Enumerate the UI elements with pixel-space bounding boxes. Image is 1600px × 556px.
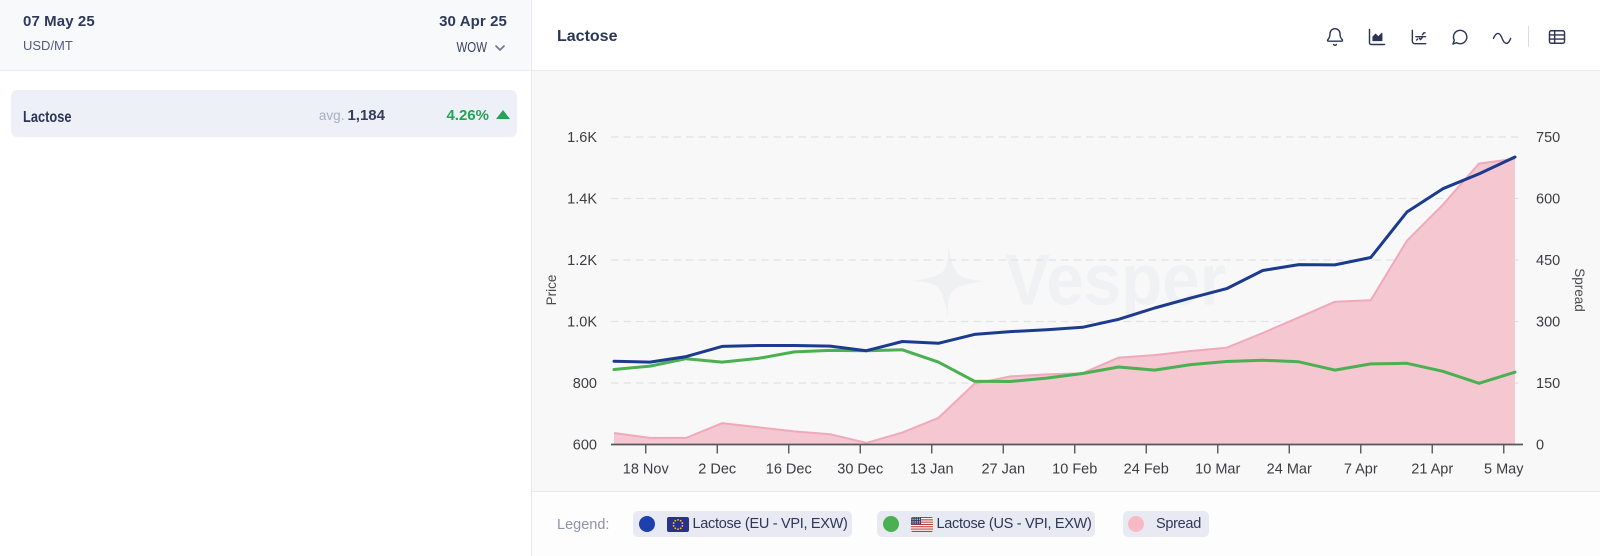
- svg-text:1.0K: 1.0K: [567, 315, 597, 331]
- svg-text:Lactose: Lactose: [23, 109, 72, 126]
- svg-text:1.6K: 1.6K: [567, 130, 597, 146]
- svg-text:13 Jan: 13 Jan: [910, 462, 954, 478]
- svg-text:0: 0: [1536, 438, 1544, 454]
- svg-text:5 May: 5 May: [1484, 462, 1524, 478]
- svg-text:30 Dec: 30 Dec: [837, 462, 883, 478]
- svg-text:21 Apr: 21 Apr: [1411, 462, 1453, 478]
- svg-text:Vesper: Vesper: [1005, 241, 1226, 321]
- svg-text:WOW: WOW: [457, 41, 488, 54]
- svg-text:10 Mar: 10 Mar: [1195, 462, 1240, 478]
- svg-text:18 Nov: 18 Nov: [623, 462, 670, 478]
- svg-text:150: 150: [1536, 376, 1560, 392]
- svg-text:1.2K: 1.2K: [567, 253, 597, 269]
- svg-text:Price: Price: [544, 275, 559, 306]
- svg-text:16 Dec: 16 Dec: [766, 462, 812, 478]
- svg-text:300: 300: [1536, 315, 1560, 331]
- svg-text:600: 600: [1536, 192, 1560, 208]
- svg-text:24 Mar: 24 Mar: [1267, 462, 1312, 478]
- svg-text:24 Feb: 24 Feb: [1124, 462, 1169, 478]
- svg-text:450: 450: [1536, 253, 1560, 269]
- svg-text:10 Feb: 10 Feb: [1052, 462, 1097, 478]
- svg-text:600: 600: [573, 438, 597, 454]
- svg-text:800: 800: [573, 376, 597, 392]
- svg-text:27 Jan: 27 Jan: [981, 462, 1025, 478]
- svg-text:1.4K: 1.4K: [567, 192, 597, 208]
- svg-text:7 Apr: 7 Apr: [1344, 462, 1378, 478]
- svg-text:Spread: Spread: [1572, 268, 1587, 312]
- svg-text:2 Dec: 2 Dec: [698, 462, 736, 478]
- svg-text:750: 750: [1536, 130, 1560, 146]
